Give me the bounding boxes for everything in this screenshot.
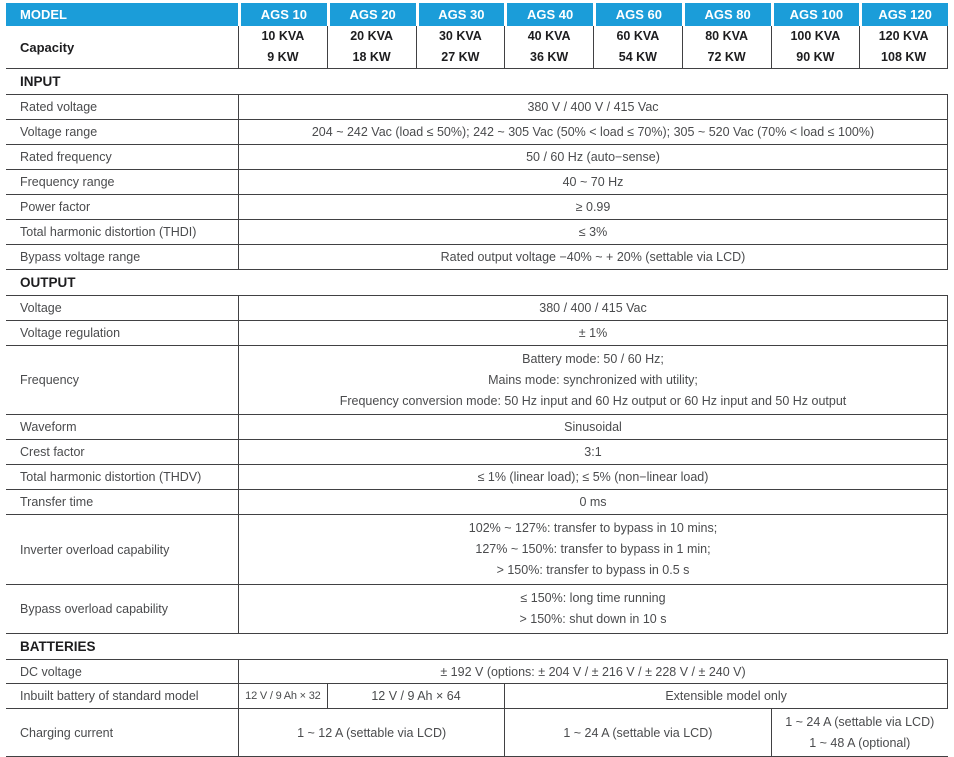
model-column-header: AGS 80 bbox=[681, 3, 771, 26]
spec-row: Bypass voltage range Rated output voltag… bbox=[6, 245, 948, 270]
spec-value: Sinusoidal bbox=[238, 415, 948, 440]
spec-value: Rated output voltage −40% ~ + 20% (setta… bbox=[238, 245, 948, 270]
capacity-cell: 60 KVA 54 KW bbox=[593, 26, 682, 69]
spec-label: Inbuilt battery of standard model bbox=[6, 684, 238, 709]
spec-value: 12 V / 9 Ah × 32 bbox=[238, 684, 327, 709]
spec-value: Battery mode: 50 / 60 Hz; Mains mode: sy… bbox=[238, 346, 948, 415]
spec-label: Frequency bbox=[6, 346, 238, 415]
spec-label: DC voltage bbox=[6, 660, 238, 684]
spec-row: Inbuilt battery of standard model 12 V /… bbox=[6, 684, 948, 709]
spec-row: Bypass overload capability ≤ 150%: long … bbox=[6, 585, 948, 634]
capacity-label: Capacity bbox=[6, 26, 238, 69]
spec-value: ≤ 150%: long time running > 150%: shut d… bbox=[238, 585, 948, 634]
spec-value: ± 192 V (options: ± 204 V / ± 216 V / ± … bbox=[238, 660, 948, 684]
section-title: INPUT bbox=[6, 69, 948, 95]
spec-value: ± 1% bbox=[238, 321, 948, 346]
spec-row: Waveform Sinusoidal bbox=[6, 415, 948, 440]
spec-label: Crest factor bbox=[6, 440, 238, 465]
spec-label: Voltage bbox=[6, 296, 238, 321]
spec-row: Voltage range 204 ~ 242 Vac (load ≤ 50%)… bbox=[6, 120, 948, 145]
spec-row: Frequency range 40 ~ 70 Hz bbox=[6, 170, 948, 195]
spec-value: 40 ~ 70 Hz bbox=[238, 170, 948, 195]
spec-label: Bypass overload capability bbox=[6, 585, 238, 634]
spec-label: Frequency range bbox=[6, 170, 238, 195]
spec-label: Power factor bbox=[6, 195, 238, 220]
spec-row: Rated frequency 50 / 60 Hz (auto−sense) bbox=[6, 145, 948, 170]
spec-label: Voltage range bbox=[6, 120, 238, 145]
spec-row: Voltage 380 / 400 / 415 Vac bbox=[6, 296, 948, 321]
spec-label: Inverter overload capability bbox=[6, 515, 238, 585]
spec-label: Bypass voltage range bbox=[6, 245, 238, 270]
capacity-cell: 80 KVA 72 KW bbox=[681, 26, 771, 69]
model-column-header: AGS 100 bbox=[770, 3, 860, 26]
model-column-header: AGS 20 bbox=[326, 3, 416, 26]
spec-value: 50 / 60 Hz (auto−sense) bbox=[238, 145, 948, 170]
spec-label: Rated frequency bbox=[6, 145, 238, 170]
spec-value: 102% ~ 127%: transfer to bypass in 10 mi… bbox=[238, 515, 948, 585]
spec-label: Transfer time bbox=[6, 490, 238, 515]
spec-row: Power factor ≥ 0.99 bbox=[6, 195, 948, 220]
spec-value: 0 ms bbox=[238, 490, 948, 515]
spec-row: Total harmonic distortion (THDI) ≤ 3% bbox=[6, 220, 948, 245]
spec-value: Extensible model only bbox=[504, 684, 948, 709]
spec-row: Charging current 1 ~ 12 A (settable via … bbox=[6, 709, 948, 757]
spec-value: 1 ~ 24 A (settable via LCD) 1 ~ 48 A (op… bbox=[770, 709, 948, 757]
spec-value: ≥ 0.99 bbox=[238, 195, 948, 220]
spec-value: 380 V / 400 V / 415 Vac bbox=[238, 95, 948, 120]
spec-label: Voltage regulation bbox=[6, 321, 238, 346]
model-label: MODEL bbox=[6, 3, 238, 26]
spec-value: 1 ~ 24 A (settable via LCD) bbox=[504, 709, 771, 757]
spec-value: 12 V / 9 Ah × 64 bbox=[326, 684, 505, 709]
spec-label: Total harmonic distortion (THDV) bbox=[6, 465, 238, 490]
capacity-cell: 40 KVA 36 KW bbox=[504, 26, 593, 69]
spec-label: Total harmonic distortion (THDI) bbox=[6, 220, 238, 245]
capacity-row: Capacity 10 KVA 9 KW 20 KVA 18 KW 30 KVA 27… bbox=[6, 26, 948, 69]
section-title: OUTPUT bbox=[6, 270, 948, 296]
capacity-cell: 120 KVA 108 KW bbox=[859, 26, 948, 69]
spec-row: Frequency Battery mode: 50 / 60 Hz; Main… bbox=[6, 346, 948, 415]
spec-value: 1 ~ 12 A (settable via LCD) bbox=[238, 709, 505, 757]
spec-label: Rated voltage bbox=[6, 95, 238, 120]
spec-row: Crest factor 3:1 bbox=[6, 440, 948, 465]
spec-row: Voltage regulation ± 1% bbox=[6, 321, 948, 346]
spec-value: 204 ~ 242 Vac (load ≤ 50%); 242 ~ 305 Va… bbox=[238, 120, 948, 145]
spec-label: Charging current bbox=[6, 709, 238, 757]
spec-row: Total harmonic distortion (THDV) ≤ 1% (l… bbox=[6, 465, 948, 490]
section-header-batteries: BATTERIES bbox=[6, 634, 948, 660]
capacity-cell: 10 KVA 9 KW bbox=[238, 26, 327, 69]
model-column-header: AGS 120 bbox=[859, 3, 948, 26]
section-header-output: OUTPUT bbox=[6, 270, 948, 296]
spec-table: MODEL AGS 10 AGS 20 AGS 30 AGS 40 AGS 60… bbox=[6, 3, 948, 757]
spec-value: ≤ 3% bbox=[238, 220, 948, 245]
spec-value: 3:1 bbox=[238, 440, 948, 465]
spec-label: Waveform bbox=[6, 415, 238, 440]
spec-row: Inverter overload capability 102% ~ 127%… bbox=[6, 515, 948, 585]
spec-row: Rated voltage 380 V / 400 V / 415 Vac bbox=[6, 95, 948, 120]
spec-row: Transfer time 0 ms bbox=[6, 490, 948, 515]
capacity-cell: 20 KVA 18 KW bbox=[326, 26, 416, 69]
model-column-header: AGS 60 bbox=[593, 3, 682, 26]
capacity-cell: 100 KVA 90 KW bbox=[770, 26, 860, 69]
capacity-cell: 30 KVA 27 KW bbox=[415, 26, 505, 69]
model-column-header: AGS 30 bbox=[415, 3, 505, 26]
spec-value: 380 / 400 / 415 Vac bbox=[238, 296, 948, 321]
section-header-input: INPUT bbox=[6, 69, 948, 95]
ups-spec-sheet: MODEL AGS 10 AGS 20 AGS 30 AGS 40 AGS 60… bbox=[6, 3, 948, 757]
spec-value: ≤ 1% (linear load); ≤ 5% (non−linear loa… bbox=[238, 465, 948, 490]
model-header-row: MODEL AGS 10 AGS 20 AGS 30 AGS 40 AGS 60… bbox=[6, 3, 948, 26]
model-column-header: AGS 10 bbox=[238, 3, 327, 26]
section-title: BATTERIES bbox=[6, 634, 948, 660]
spec-row: DC voltage ± 192 V (options: ± 204 V / ±… bbox=[6, 660, 948, 684]
model-column-header: AGS 40 bbox=[504, 3, 593, 26]
